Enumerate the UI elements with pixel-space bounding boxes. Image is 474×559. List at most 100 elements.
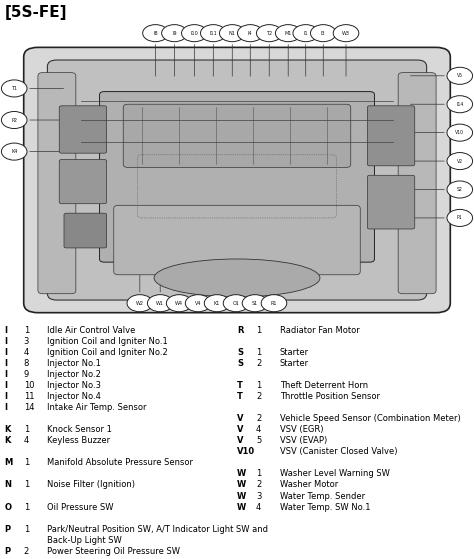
Text: I: I: [5, 381, 8, 390]
Text: V10: V10: [237, 447, 255, 456]
Text: P: P: [5, 547, 11, 556]
Circle shape: [256, 25, 282, 42]
FancyBboxPatch shape: [367, 176, 415, 229]
Text: Oil Pressure SW: Oil Pressure SW: [47, 503, 114, 511]
Circle shape: [447, 96, 473, 113]
Text: Ignition Coil and Igniter No.2: Ignition Coil and Igniter No.2: [47, 348, 168, 357]
Text: N1: N1: [229, 31, 236, 36]
Text: T2: T2: [266, 31, 272, 36]
Text: Park/Neutral Position SW, A/T Indicator Light SW and: Park/Neutral Position SW, A/T Indicator …: [47, 525, 268, 534]
Text: 1: 1: [256, 325, 261, 335]
Text: 4: 4: [24, 348, 29, 357]
Text: 1: 1: [256, 470, 261, 479]
Text: VSV (EVAP): VSV (EVAP): [280, 436, 327, 445]
Text: I: I: [5, 370, 8, 379]
Text: K: K: [5, 425, 11, 434]
Circle shape: [166, 295, 192, 312]
Text: Back-Up Light SW: Back-Up Light SW: [47, 536, 122, 545]
Text: I3: I3: [321, 31, 326, 36]
Circle shape: [293, 25, 319, 42]
Circle shape: [237, 25, 263, 42]
Text: I: I: [5, 403, 8, 412]
Text: 1: 1: [24, 525, 29, 534]
Text: Ignition Coil and Igniter No.1: Ignition Coil and Igniter No.1: [47, 337, 168, 345]
Text: T: T: [237, 392, 243, 401]
FancyBboxPatch shape: [47, 60, 427, 300]
Text: Injector No.1: Injector No.1: [47, 359, 101, 368]
Text: T1: T1: [11, 86, 17, 91]
Circle shape: [162, 25, 187, 42]
Text: Water Temp. Sender: Water Temp. Sender: [280, 491, 365, 500]
Text: I8: I8: [153, 31, 158, 36]
Text: S1: S1: [252, 301, 258, 306]
Text: Washer Level Warning SW: Washer Level Warning SW: [280, 470, 390, 479]
Text: Starter: Starter: [280, 359, 309, 368]
FancyBboxPatch shape: [114, 205, 360, 275]
Circle shape: [1, 80, 27, 97]
Text: I11: I11: [210, 31, 217, 36]
Text: V4: V4: [195, 301, 201, 306]
Text: 4: 4: [256, 503, 261, 511]
Circle shape: [447, 67, 473, 84]
Text: I: I: [5, 392, 8, 401]
Text: I14: I14: [456, 102, 464, 107]
Text: 2: 2: [256, 392, 261, 401]
Circle shape: [223, 295, 249, 312]
Text: W: W: [237, 470, 246, 479]
Circle shape: [182, 25, 207, 42]
Text: V: V: [237, 414, 244, 423]
Text: S2: S2: [457, 187, 463, 192]
Circle shape: [447, 124, 473, 141]
Text: Knock Sensor 1: Knock Sensor 1: [47, 425, 112, 434]
Text: Radiator Fan Motor: Radiator Fan Motor: [280, 325, 359, 335]
Circle shape: [333, 25, 359, 42]
Text: V: V: [237, 436, 244, 445]
Circle shape: [219, 25, 245, 42]
Text: 14: 14: [24, 403, 34, 412]
FancyBboxPatch shape: [123, 104, 351, 167]
Text: O1: O1: [233, 301, 239, 306]
Text: 1: 1: [256, 348, 261, 357]
FancyBboxPatch shape: [59, 159, 107, 203]
Text: K4: K4: [11, 149, 18, 154]
Text: Washer Motor: Washer Motor: [280, 480, 338, 490]
Text: I4: I4: [248, 31, 253, 36]
Circle shape: [127, 295, 153, 312]
Text: R1: R1: [271, 301, 277, 306]
Text: 1: 1: [24, 425, 29, 434]
FancyBboxPatch shape: [24, 48, 450, 312]
Circle shape: [310, 25, 336, 42]
Text: I10: I10: [191, 31, 198, 36]
Text: Manifold Absolute Pressure Sensor: Manifold Absolute Pressure Sensor: [47, 458, 193, 467]
FancyBboxPatch shape: [100, 92, 374, 262]
Text: 1: 1: [24, 503, 29, 511]
Text: W: W: [237, 503, 246, 511]
Text: Intake Air Temp. Sensor: Intake Air Temp. Sensor: [47, 403, 147, 412]
Text: 2: 2: [24, 547, 29, 556]
FancyBboxPatch shape: [38, 73, 76, 293]
Circle shape: [261, 295, 287, 312]
Text: W4: W4: [175, 301, 183, 306]
Text: 3: 3: [256, 491, 261, 500]
Circle shape: [447, 210, 473, 226]
Text: W: W: [237, 480, 246, 490]
Circle shape: [147, 295, 173, 312]
Text: I: I: [5, 348, 8, 357]
Text: W1: W1: [156, 301, 164, 306]
Text: 1: 1: [256, 381, 261, 390]
Text: 2: 2: [256, 359, 261, 368]
Circle shape: [1, 111, 27, 129]
Text: 1: 1: [24, 480, 29, 490]
FancyBboxPatch shape: [398, 73, 436, 293]
Text: Noise Filter (Ignition): Noise Filter (Ignition): [47, 480, 136, 490]
Text: Injector No.4: Injector No.4: [47, 392, 101, 401]
Circle shape: [1, 143, 27, 160]
Text: I1: I1: [303, 31, 308, 36]
Text: T: T: [237, 381, 243, 390]
Text: Starter: Starter: [280, 348, 309, 357]
Text: K: K: [5, 436, 11, 445]
Text: 8: 8: [24, 359, 29, 368]
FancyBboxPatch shape: [367, 106, 415, 166]
Text: Keyless Buzzer: Keyless Buzzer: [47, 436, 110, 445]
Text: 1: 1: [24, 458, 29, 467]
